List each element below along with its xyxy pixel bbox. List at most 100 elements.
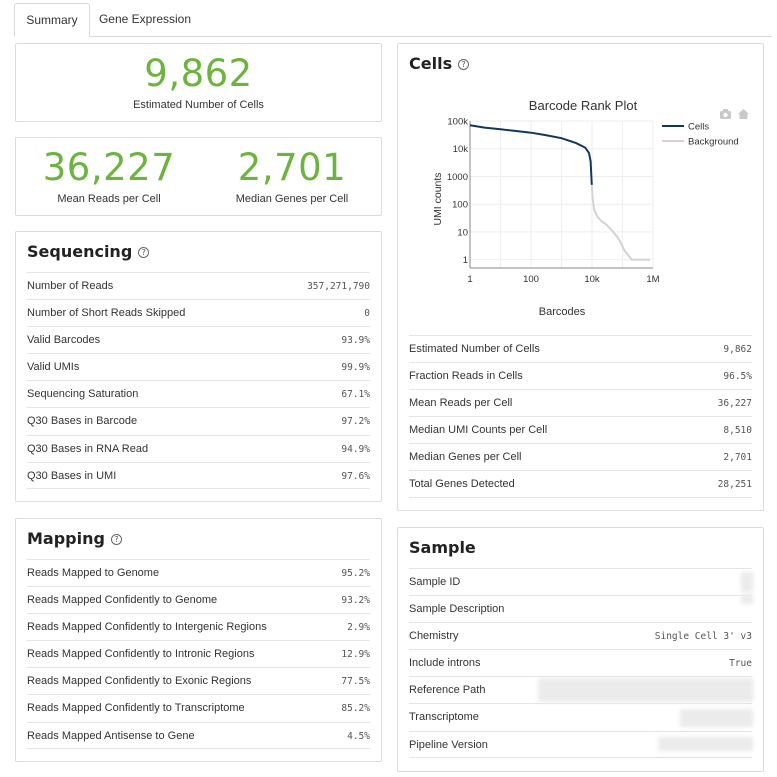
tab-gene-expression[interactable]: Gene Expression bbox=[98, 12, 192, 26]
redacted-sample-id-2 bbox=[741, 594, 753, 604]
metric-row: Number of Short Reads Skipped 0 bbox=[27, 299, 370, 326]
metric-value: 97.2% bbox=[341, 416, 370, 428]
metric-row: Reads Mapped Confidently to Exonic Regio… bbox=[27, 667, 370, 694]
metric-row: Transcriptome bbox=[409, 703, 752, 730]
median-genes-label: Median Genes per Cell bbox=[235, 193, 349, 205]
y-tick-label: 10 bbox=[457, 227, 468, 238]
metric-row: Estimated Number of Cells 9,862 bbox=[409, 335, 752, 362]
metric-value: 12.9% bbox=[341, 649, 370, 661]
metric-label: Reads Mapped Confidently to Transcriptom… bbox=[27, 702, 245, 715]
metric-value: True bbox=[729, 658, 752, 670]
sample-card: Sample Sample ID Sample Description Chemis… bbox=[397, 527, 764, 772]
sequencing-title-wrap: Sequencing? bbox=[27, 242, 150, 261]
metric-label: Pipeline Version bbox=[409, 738, 488, 751]
x-tick-label: 10k bbox=[584, 274, 600, 285]
y-axis-label: UMI counts bbox=[432, 172, 444, 225]
plot-gridlines bbox=[469, 120, 654, 268]
metric-row: Mean Reads per Cell 36,227 bbox=[409, 389, 752, 416]
x-axis-label: Barcodes bbox=[539, 306, 586, 318]
chart-title: Barcode Rank Plot bbox=[529, 98, 638, 113]
mapping-card: Mapping? Reads Mapped to Genome 95.2% Read… bbox=[15, 518, 382, 762]
metric-row: Pipeline Version bbox=[409, 730, 752, 758]
metric-value: Single Cell 3' v3 bbox=[654, 631, 752, 643]
metric-row: Valid UMIs 99.9% bbox=[27, 353, 370, 380]
metric-row: Q30 Bases in RNA Read 94.9% bbox=[27, 434, 370, 462]
metric-label: Reads Mapped to Genome bbox=[27, 567, 160, 579]
metric-row: Reads Mapped Confidently to Genome 93.2% bbox=[27, 586, 370, 613]
help-icon[interactable]: ? bbox=[138, 247, 150, 258]
metric-label: Reads Mapped Confidently to Genome bbox=[27, 594, 218, 607]
metric-label: Q30 Bases in Barcode bbox=[27, 415, 138, 428]
redacted-reference-path bbox=[538, 678, 753, 702]
x-tick-label: 1 bbox=[467, 274, 472, 285]
redacted-transcriptome bbox=[680, 709, 753, 727]
camera-icon[interactable] bbox=[720, 109, 731, 119]
metric-value: 93.2% bbox=[341, 595, 370, 607]
metric-label: Median Genes per Cell bbox=[409, 451, 522, 464]
metric-label: Sample ID bbox=[409, 576, 461, 588]
metric-value: 8,510 bbox=[723, 425, 752, 437]
metric-label: Fraction Reads in Cells bbox=[409, 370, 523, 383]
metric-row: Median UMI Counts per Cell 8,510 bbox=[409, 416, 752, 443]
metric-value: 0 bbox=[364, 308, 370, 320]
x-tick-label: 100 bbox=[523, 274, 539, 285]
y-tick-label: 100 bbox=[452, 200, 468, 211]
metric-row: Q30 Bases in UMI 97.6% bbox=[27, 461, 370, 489]
metric-label: Reads Mapped Confidently to Exonic Regio… bbox=[27, 675, 252, 688]
metric-row: Reads Mapped to Genome 95.2% bbox=[27, 559, 370, 586]
x-tick-label: 1M bbox=[646, 274, 659, 285]
help-icon[interactable]: ? bbox=[110, 534, 122, 545]
tab-bar: Summary Gene Expression bbox=[14, 3, 772, 37]
home-icon[interactable] bbox=[738, 109, 749, 119]
y-tick-label: 100k bbox=[447, 117, 468, 128]
metric-row: Include introns True bbox=[409, 649, 752, 676]
metric-value: 95.2% bbox=[341, 568, 370, 579]
metric-label: Mean Reads per Cell bbox=[409, 397, 513, 410]
metric-row: Chemistry Single Cell 3' v3 bbox=[409, 622, 752, 649]
chart-legend: Cells Background bbox=[662, 122, 739, 148]
sequencing-title: Sequencing bbox=[27, 242, 133, 261]
metric-label: Sample Description bbox=[409, 603, 505, 616]
help-icon[interactable]: ? bbox=[458, 59, 470, 70]
estimated-cells-value: 9,862 bbox=[144, 52, 253, 95]
metric-row: Total Genes Detected 28,251 bbox=[409, 470, 752, 498]
metric-value: 357,271,790 bbox=[307, 281, 370, 292]
metric-label: Chemistry bbox=[409, 630, 459, 643]
sample-title: Sample bbox=[409, 538, 476, 557]
metric-value: 97.6% bbox=[341, 470, 370, 482]
metric-label: Total Genes Detected bbox=[409, 478, 515, 491]
mapping-title-wrap: Mapping? bbox=[27, 529, 122, 548]
median-genes-value: 2,701 bbox=[237, 146, 347, 189]
metric-value: 28,251 bbox=[717, 479, 752, 491]
metric-row: Reads Mapped Confidently to Intronic Reg… bbox=[27, 640, 370, 667]
metric-value: 9,862 bbox=[723, 344, 752, 355]
metric-value: 67.1% bbox=[341, 389, 370, 401]
sample-metrics: Sample ID Sample Description Chemistry Sing… bbox=[409, 568, 752, 758]
estimated-cells-label: Estimated Number of Cells bbox=[133, 99, 264, 111]
metric-label: Q30 Bases in RNA Read bbox=[27, 442, 149, 455]
metric-label: Transcriptome bbox=[409, 711, 479, 724]
metric-row: Reads Mapped Antisense to Gene 4.5% bbox=[27, 721, 370, 749]
legend-label-cells: Cells bbox=[688, 122, 709, 133]
metric-row: Median Genes per Cell 2,701 bbox=[409, 443, 752, 470]
metric-value: 94.9% bbox=[341, 443, 370, 455]
metric-row: Valid Barcodes 93.9% bbox=[27, 326, 370, 353]
metric-label: Reads Mapped Confidently to Intronic Reg… bbox=[27, 648, 255, 661]
cells-metrics: Estimated Number of Cells 9,862 Fraction R… bbox=[409, 335, 752, 498]
y-tick-label: 1000 bbox=[447, 172, 468, 183]
metric-label: Reads Mapped Antisense to Gene bbox=[27, 729, 195, 742]
metric-value: 36,227 bbox=[717, 398, 752, 410]
cells-title: Cells bbox=[409, 54, 453, 73]
metric-row: Number of Reads 357,271,790 bbox=[27, 272, 370, 299]
sequencing-card: Sequencing? Number of Reads 357,271,790 Nu… bbox=[15, 231, 382, 502]
metric-value: 2,701 bbox=[723, 452, 752, 464]
estimated-cells-card: 9,862 Estimated Number of Cells bbox=[15, 43, 382, 122]
metric-label: Median UMI Counts per Cell bbox=[409, 424, 548, 437]
metric-value: 4.5% bbox=[347, 730, 370, 742]
mapping-title: Mapping bbox=[27, 529, 105, 548]
tab-summary[interactable]: Summary bbox=[14, 3, 90, 37]
redacted-pipeline-version bbox=[658, 737, 753, 751]
mean-reads-value: 36,227 bbox=[42, 146, 176, 189]
legend-label-background: Background bbox=[688, 137, 739, 148]
redacted-sample-id bbox=[741, 572, 753, 592]
